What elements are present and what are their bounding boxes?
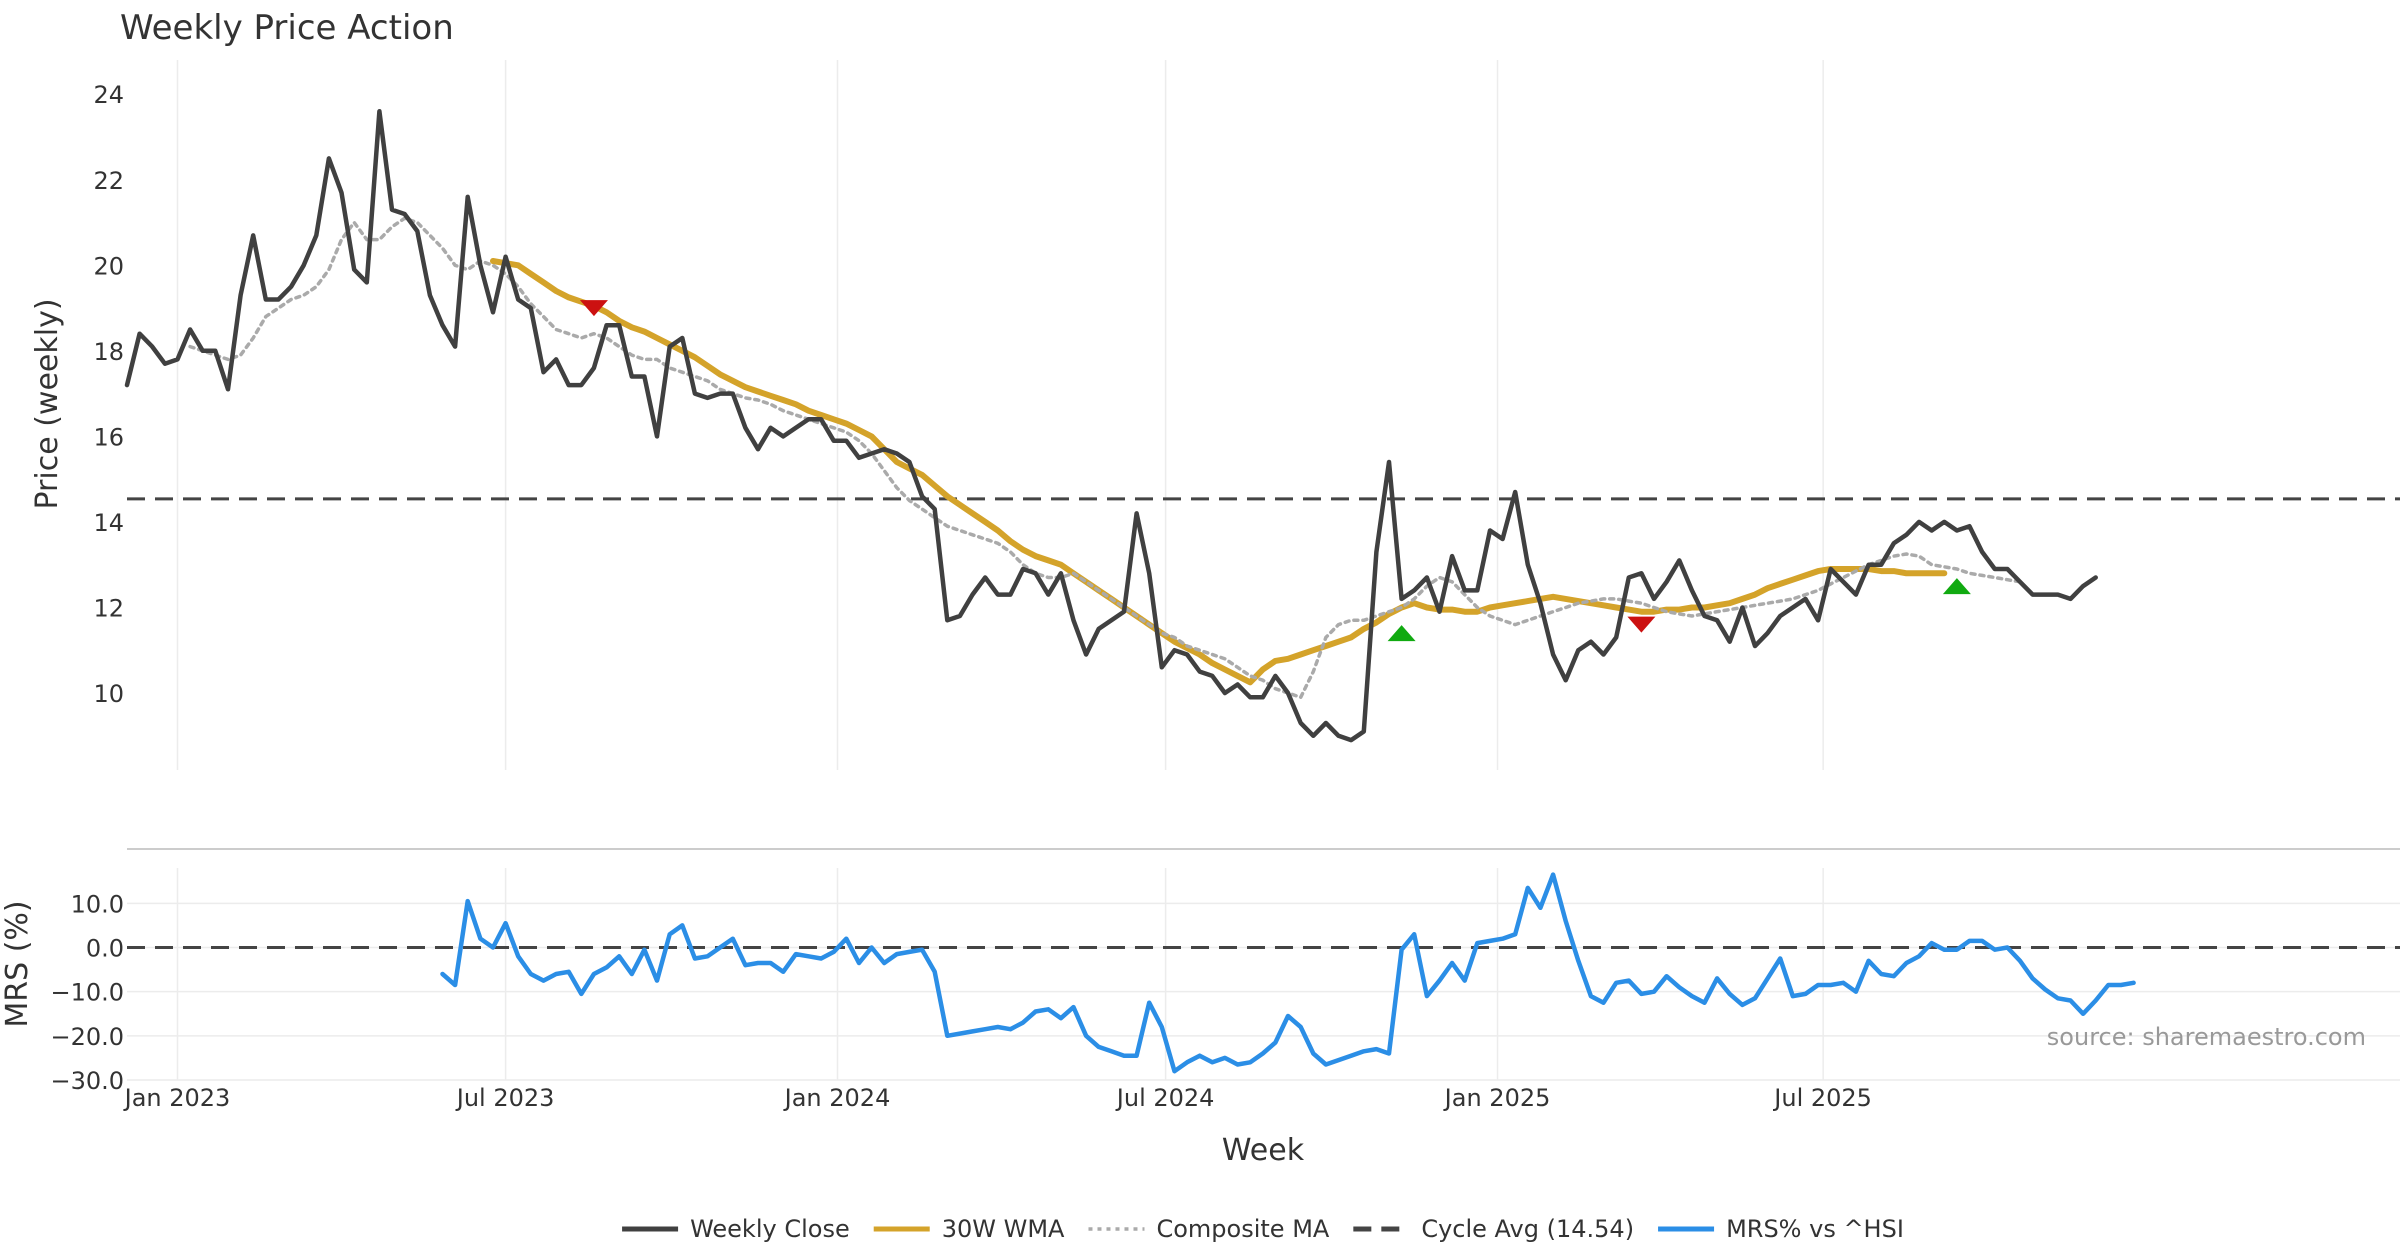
price-y-tick-label: 12 (93, 594, 124, 622)
price-y-axis: 24 22 20 18 16 14 12 10 (93, 81, 124, 708)
x-tick-label: Jan 2024 (783, 1084, 891, 1112)
price-grid (176, 60, 1824, 770)
series-composite-ma-line (188, 216, 2022, 700)
chart-title: Weekly Price Action (120, 8, 454, 48)
signal-markers (579, 300, 1971, 642)
legend-label: Weekly Close (690, 1215, 850, 1243)
x-tick-label: Jul 2024 (1115, 1084, 1215, 1112)
mrs-y-tick-label: 10.0 (71, 890, 124, 918)
buy-signal-marker (1942, 578, 1971, 595)
x-tick-label: Jan 2023 (123, 1084, 231, 1112)
mrs-y-tick-label: −10.0 (50, 979, 124, 1007)
price-y-tick-label: 16 (93, 423, 124, 451)
mrs-y-tick-label: 0.0 (86, 935, 124, 963)
mrs-y-tick-label: −20.0 (50, 1023, 124, 1051)
price-y-tick-label: 18 (93, 338, 124, 366)
x-tick-label: Jan 2025 (1443, 1084, 1551, 1112)
price-y-tick-label: 24 (93, 81, 124, 109)
legend-label: 30W WMA (942, 1215, 1065, 1243)
mrs-y-axis: 10.0 0.0 −10.0 −20.0 −30.0 (50, 890, 124, 1095)
mrs-y-tick-label: −30.0 (50, 1067, 124, 1095)
series-30w-wma-line (490, 258, 1948, 686)
legend-item-mrs-vs-hsi: MRS% vs ^HSI (1658, 1215, 1904, 1243)
source-annotation: source: sharemaestro.com (2047, 1023, 2366, 1051)
x-axis: Jan 2023 Jul 2023 Jan 2024 Jul 2024 Jan 2025… (123, 1084, 1872, 1112)
x-axis-label: Week (1222, 1133, 1305, 1168)
price-y-tick-label: 10 (93, 680, 124, 708)
price-series (124, 109, 2400, 743)
legend-item-composite-ma: Composite MA (1088, 1215, 1330, 1243)
legend-label: Composite MA (1156, 1215, 1329, 1243)
mrs-series (127, 872, 2400, 1074)
x-tick-label: Jul 2025 (1772, 1084, 1872, 1112)
price-y-tick-label: 20 (93, 252, 124, 280)
sell-signal-marker (1627, 616, 1656, 633)
legend-item-cycle-avg-14-54: Cycle Avg (14.54) (1353, 1215, 1634, 1243)
legend-item-30w-wma: 30W WMA (873, 1215, 1065, 1243)
price-y-tick-label: 14 (93, 509, 124, 537)
legend-label: Cycle Avg (14.54) (1421, 1215, 1634, 1243)
price-y-tick-label: 22 (93, 167, 124, 195)
sell-signal-marker (579, 300, 608, 317)
legend-item-weekly-close: Weekly Close (622, 1215, 850, 1243)
buy-signal-marker (1387, 625, 1416, 642)
price-y-axis-label: Price (weekly) (30, 298, 65, 509)
mrs-y-axis-label: MRS (%) (0, 900, 35, 1027)
series-mrs-vs-hsi-line (440, 872, 2136, 1074)
legend: Weekly Close 30W WMA Composite MA Cycle Avg… (622, 1215, 1904, 1243)
legend-label: MRS% vs ^HSI (1726, 1215, 1904, 1243)
series-weekly-close-line (124, 109, 2098, 743)
x-tick-label: Jul 2023 (455, 1084, 555, 1112)
